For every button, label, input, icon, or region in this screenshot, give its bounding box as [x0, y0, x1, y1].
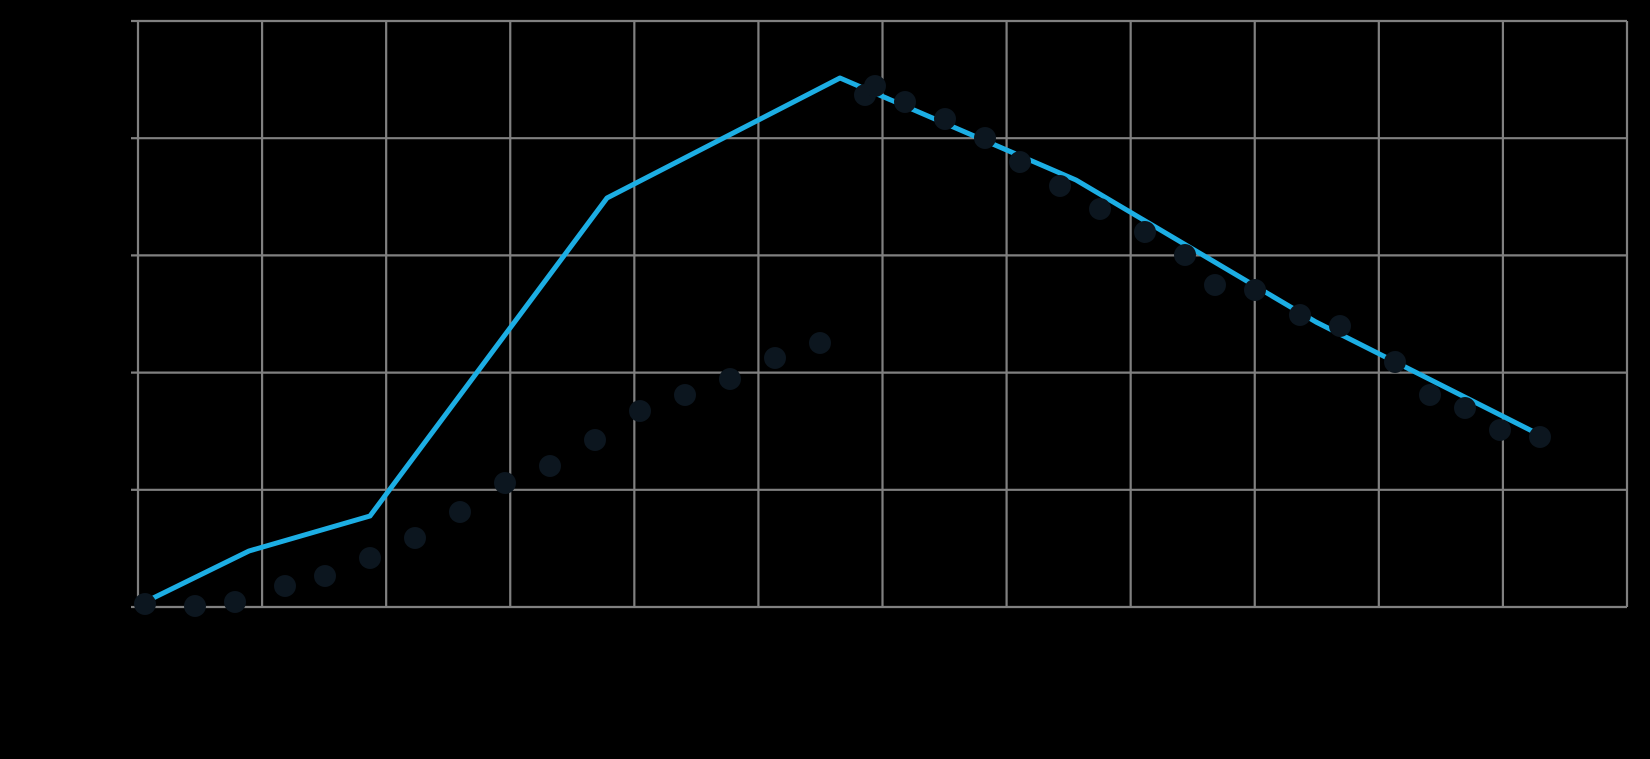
data-point-27[interactable]: [1244, 279, 1266, 301]
data-point-14[interactable]: [764, 347, 786, 369]
trend-line-path[interactable]: [138, 75, 1543, 607]
data-point-19[interactable]: [934, 108, 956, 130]
data-point-15[interactable]: [809, 332, 831, 354]
data-point-8[interactable]: [494, 472, 516, 494]
data-point-29[interactable]: [1329, 315, 1351, 337]
data-point-21[interactable]: [1009, 151, 1031, 173]
data-point-32[interactable]: [1454, 397, 1476, 419]
data-point-26[interactable]: [1204, 274, 1226, 296]
data-point-17[interactable]: [864, 75, 886, 97]
data-point-18[interactable]: [894, 91, 916, 113]
data-point-23[interactable]: [1089, 198, 1111, 220]
data-point-6[interactable]: [404, 527, 426, 549]
data-point-22[interactable]: [1049, 175, 1071, 197]
axis-ticks: [131, 19, 138, 609]
data-point-2[interactable]: [224, 591, 246, 613]
data-point-25[interactable]: [1174, 244, 1196, 266]
data-point-28[interactable]: [1289, 304, 1311, 326]
data-point-5[interactable]: [359, 547, 381, 569]
data-point-20[interactable]: [974, 127, 996, 149]
series-observations[interactable]: [134, 75, 1551, 617]
data-point-9[interactable]: [539, 455, 561, 477]
data-point-31[interactable]: [1419, 384, 1441, 406]
data-point-12[interactable]: [674, 384, 696, 406]
data-point-34[interactable]: [1529, 426, 1551, 448]
data-point-10[interactable]: [584, 429, 606, 451]
data-point-0[interactable]: [134, 593, 156, 615]
series-trend-line[interactable]: [138, 75, 1543, 607]
data-point-30[interactable]: [1384, 351, 1406, 373]
data-point-3[interactable]: [274, 575, 296, 597]
data-point-4[interactable]: [314, 565, 336, 587]
data-point-1[interactable]: [184, 595, 206, 617]
data-point-24[interactable]: [1134, 221, 1156, 243]
data-point-33[interactable]: [1489, 419, 1511, 441]
data-point-11[interactable]: [629, 400, 651, 422]
data-point-13[interactable]: [719, 368, 741, 390]
data-point-7[interactable]: [449, 501, 471, 523]
